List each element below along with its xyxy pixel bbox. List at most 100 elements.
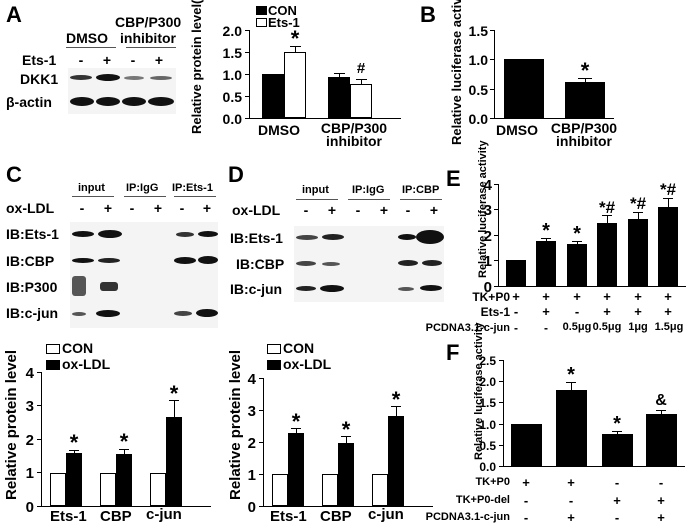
x-tick-label: DMSO: [258, 122, 300, 138]
x-axis: [503, 466, 685, 467]
bar-e-3: [567, 244, 587, 286]
condition-value: -: [614, 475, 620, 490]
panel-letter-d: D: [228, 162, 244, 187]
condition-value: +: [657, 510, 665, 525]
blot-row-label: β-actin: [6, 94, 52, 110]
blot-row-label: IB:Ets-1: [6, 226, 59, 242]
x-tick-label: CBP/P300 inhibitor: [550, 120, 618, 149]
legend-swatch-con: [267, 344, 281, 354]
group-label-dmso: DMSO: [66, 30, 108, 46]
significance-marker: *: [613, 413, 621, 435]
y-tick-label: 1.5: [222, 45, 242, 61]
group-label: IP:CBP: [402, 184, 440, 196]
condition-value: -: [544, 321, 548, 335]
bar-f-1: [511, 424, 542, 466]
condition-value: +: [567, 475, 575, 490]
significance-marker: *#: [659, 180, 677, 199]
bar-dmso-con: [262, 74, 284, 118]
condition-value: +: [634, 289, 642, 304]
x-tick-label: Ets-1: [270, 508, 307, 525]
blot-row-label: IB:P300: [6, 279, 58, 295]
condition-value: -: [514, 321, 518, 335]
bar-cjun-oxldl: [166, 417, 182, 506]
condition-label: TK+P0-del: [455, 494, 510, 506]
y-axis: [41, 372, 42, 506]
significance-marker: *: [391, 387, 401, 412]
group-label: IP:Ets-1: [172, 182, 213, 194]
bar-inhibitor: [565, 82, 605, 118]
blot-row-label: IB:CBP: [6, 253, 55, 269]
condition-value: +: [567, 510, 575, 525]
significance-marker: *: [291, 409, 301, 434]
legend-swatch-con: [46, 344, 60, 354]
y-tick-label: 4: [247, 371, 256, 388]
condition-label: PCDNA3.1-c-jun: [425, 322, 510, 334]
y-tick-label: 2.0: [222, 23, 242, 39]
panel-letter-b: B: [420, 2, 436, 27]
y-tick-label: 3: [483, 202, 492, 219]
sign: +: [202, 200, 212, 216]
x-tick-label: Ets-1: [50, 508, 87, 525]
sign: -: [79, 200, 85, 216]
y-tick-label: 2: [25, 432, 34, 449]
legend-label: Ets-1: [268, 15, 300, 30]
sign: -: [78, 52, 84, 68]
condition-value: -: [513, 304, 519, 319]
sign: -: [129, 200, 135, 216]
y-tick-label: 1.0: [468, 52, 488, 68]
x-tick-label: c-jun: [368, 506, 404, 523]
bar-ets1-con: [50, 473, 66, 506]
blot-row-label: IB:CBP: [236, 256, 285, 272]
significance-marker: *: [542, 220, 550, 242]
panel-letter-f: F: [446, 340, 460, 365]
bar-cbp-oxldl: [338, 443, 354, 506]
legend-label: CON: [283, 340, 315, 356]
condition-value: 1μg: [628, 321, 648, 333]
legend-label: ox-LDL: [283, 356, 332, 372]
sign: -: [303, 202, 309, 218]
condition-value: -: [568, 493, 574, 508]
condition-value: -: [658, 475, 664, 490]
group-label: IP:IgG: [126, 182, 159, 194]
y-tick-label: 0.5: [468, 82, 488, 98]
bar-e-5: [628, 219, 648, 286]
significance-marker: *: [580, 58, 590, 83]
legend-label: ox-LDL: [62, 356, 111, 372]
condition-value: -: [523, 493, 529, 508]
sign: -: [179, 200, 185, 216]
bar-inhibitor-ets1: [350, 84, 372, 118]
sign: +: [379, 202, 389, 218]
legend-swatch-con: [256, 6, 267, 15]
condition-value: +: [603, 304, 611, 319]
y-tick-label: 4: [483, 177, 492, 194]
sign: +: [103, 200, 113, 216]
x-tick-label: c-jun: [146, 506, 182, 523]
y-tick-label: 0.0: [468, 111, 488, 127]
bar-f-4: [646, 414, 677, 466]
sign: +: [327, 202, 337, 218]
y-tick-label: 2.0: [479, 375, 496, 389]
bar-e-2: [536, 241, 556, 286]
x-axis: [249, 118, 401, 119]
sign: -: [405, 202, 411, 218]
condition-value: +: [512, 289, 520, 304]
y-tick-label: 1.5: [468, 23, 488, 39]
y-axis: [498, 184, 499, 286]
y-tick-label: 3: [25, 398, 34, 415]
bar-cbp-oxldl: [116, 454, 132, 506]
x-tick-label: DMSO: [496, 122, 538, 138]
x-tick-label: CBP/P300 inhibitor: [320, 120, 388, 149]
y-tick-label: 1.5: [479, 396, 496, 410]
condition-value: +: [634, 304, 642, 319]
y-tick-label: 2: [247, 435, 256, 452]
x-tick-label: CBP: [100, 508, 132, 525]
sign: +: [153, 200, 163, 216]
y-axis: [263, 378, 264, 506]
y-axis: [503, 360, 504, 466]
panel-letter-e: E: [446, 166, 461, 191]
condition-label: TK+P0: [472, 290, 510, 304]
group-underline: [126, 47, 176, 48]
co-ip-blot-image: [294, 226, 444, 302]
condition-value: -: [614, 510, 620, 525]
condition-value: 1.5μg: [654, 321, 684, 333]
